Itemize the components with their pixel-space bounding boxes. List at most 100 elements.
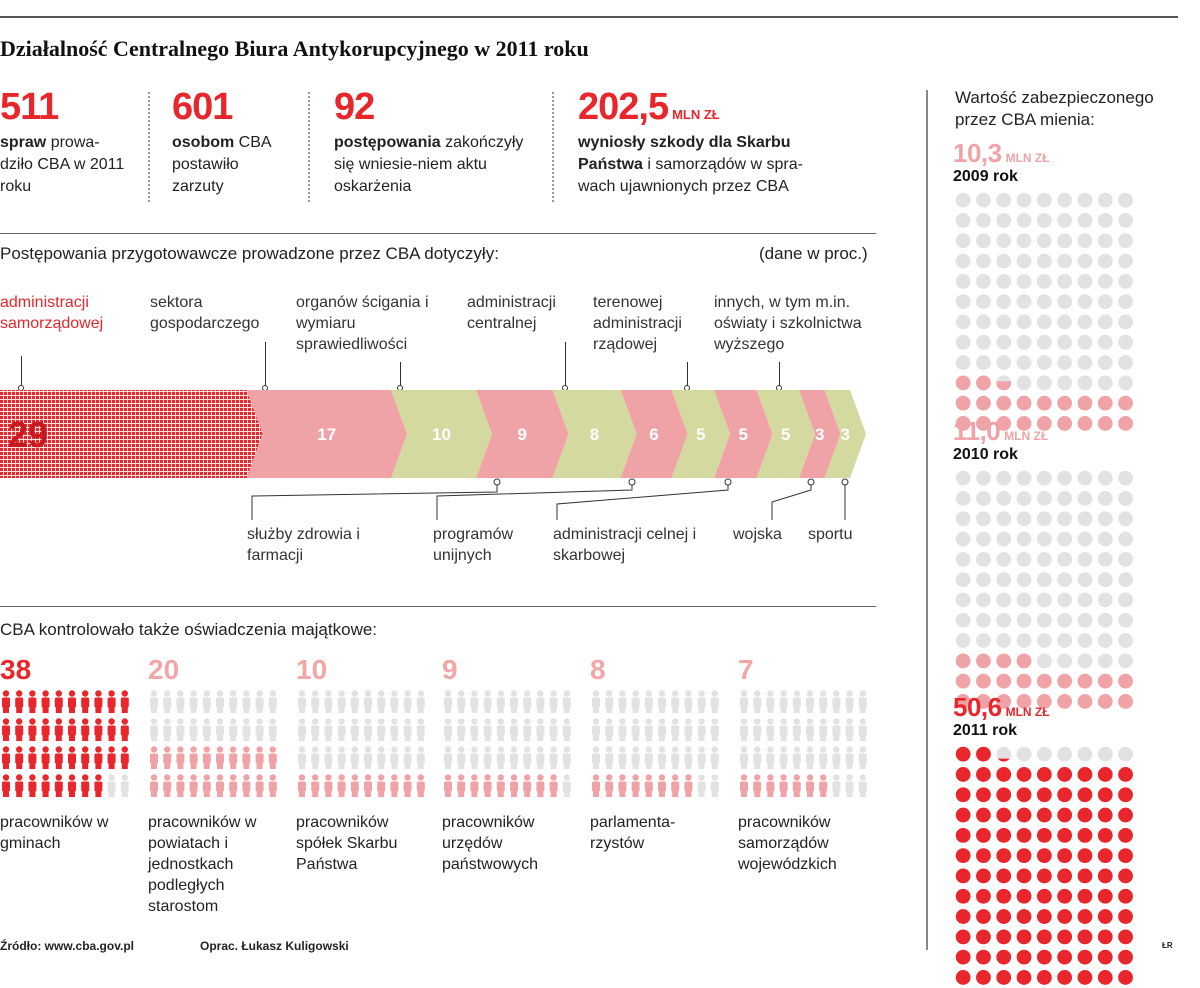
kpi-value: 511 [0, 86, 59, 128]
person-icon [470, 690, 479, 713]
asset-dot [1057, 375, 1073, 391]
people-group: 10 pracowników spółek Skarbu Państwa [296, 656, 431, 875]
asset-dot [1057, 253, 1073, 269]
asset-dot [976, 827, 991, 843]
asset-dot [1077, 511, 1093, 527]
leader-dot [841, 478, 849, 486]
person-icon [779, 746, 788, 769]
chart-segment: 5 [671, 390, 730, 478]
asset-dot [955, 192, 971, 208]
kpi-cases: 511 spraw prowa-dziło CBA w 2011 roku [0, 88, 145, 198]
person-icon [311, 746, 320, 769]
asset-dot [955, 355, 971, 370]
asset-dot [1097, 767, 1113, 782]
asset-dot [955, 531, 971, 547]
person-icon [298, 746, 306, 769]
asset-dot [1118, 273, 1133, 289]
asset-dot [1077, 470, 1093, 486]
asset-dot [1077, 633, 1093, 648]
chart-bar [0, 390, 263, 478]
person-icon [337, 690, 346, 713]
bar-value-label: 8 [590, 425, 599, 444]
person-icon [444, 746, 452, 769]
asset-dot [976, 673, 991, 689]
asset-dot [955, 694, 971, 709]
person-icon [189, 774, 198, 797]
asset-dot [1016, 233, 1032, 249]
asset-dot [1057, 273, 1073, 289]
bar-value-label: 3 [815, 425, 824, 444]
person-icon [15, 746, 24, 769]
asset-dot [976, 233, 991, 249]
asset-dot [996, 491, 1012, 506]
person-icon [631, 718, 640, 741]
person-icon [364, 718, 372, 741]
asset-dot [996, 395, 1012, 411]
asset-dot [976, 375, 991, 391]
asset-dot [1036, 653, 1052, 669]
person-icon [444, 718, 452, 741]
asset-dot [1036, 491, 1052, 506]
chart-segment: 3 [824, 390, 866, 478]
category-label: wojska [733, 526, 782, 543]
asset-dot [1097, 314, 1113, 330]
person-icon [858, 690, 867, 713]
person-icon [658, 690, 666, 713]
person-icon [337, 746, 346, 769]
person-icon [671, 690, 680, 713]
asset-dot [1118, 848, 1133, 864]
asset-dot [955, 491, 971, 506]
person-icon [390, 746, 399, 769]
person-icon [68, 746, 76, 769]
chart-bar [552, 390, 637, 478]
person-icon [549, 746, 558, 769]
person-icon [81, 774, 90, 797]
dot-matrix [955, 746, 1133, 985]
person-icon [858, 774, 867, 797]
person-icon [107, 718, 116, 741]
asset-dot [1118, 970, 1133, 985]
asset-dot [1077, 746, 1093, 762]
asset-dot [1057, 192, 1073, 208]
person-icon [377, 774, 386, 797]
person-icon [41, 746, 50, 769]
asset-dot [1097, 395, 1113, 411]
asset-dot [1077, 673, 1093, 689]
asset-dot [1036, 827, 1052, 843]
asset-dot [1118, 253, 1133, 269]
category-label: innych, w tym m.in. oświaty i szkolnictw… [714, 294, 862, 353]
asset-dot [996, 572, 1012, 588]
asset-dot [996, 787, 1012, 803]
asset-dot [1097, 888, 1113, 904]
asset-dot [1077, 355, 1093, 370]
asset-dot [955, 868, 971, 884]
asset-dot [996, 531, 1012, 547]
person-icon [229, 774, 238, 797]
asset-dot [1016, 572, 1032, 588]
asset-dot [976, 531, 991, 547]
person-icon [592, 746, 600, 769]
asset-dot [976, 612, 991, 628]
person-icon [242, 746, 251, 769]
asset-dot [1077, 192, 1093, 208]
person-icon [819, 718, 828, 741]
kpi-damages: 202,5 MLN ZŁ wyniosły szkody dla Skarbu P… [578, 88, 848, 198]
asset-dot [1057, 314, 1073, 330]
person-icon [2, 718, 10, 741]
asset-dot [955, 233, 971, 249]
asset-dot [1118, 949, 1133, 965]
person-icon [28, 718, 37, 741]
person-icon [94, 718, 103, 741]
asset-dot [1036, 416, 1052, 431]
asset-dot [955, 416, 971, 431]
person-icon [740, 774, 748, 797]
asset-dot [1118, 633, 1133, 648]
kpi-proceedings: 92 postępowania zakończyły się wniesie-n… [334, 88, 539, 198]
person-icon [496, 774, 505, 797]
asset-dot [1097, 787, 1113, 803]
person-icon [416, 774, 425, 797]
bar-value-label: 3 [841, 425, 850, 444]
person-icon [549, 774, 558, 797]
person-icon [68, 718, 76, 741]
chart-segment: 5 [714, 390, 773, 478]
